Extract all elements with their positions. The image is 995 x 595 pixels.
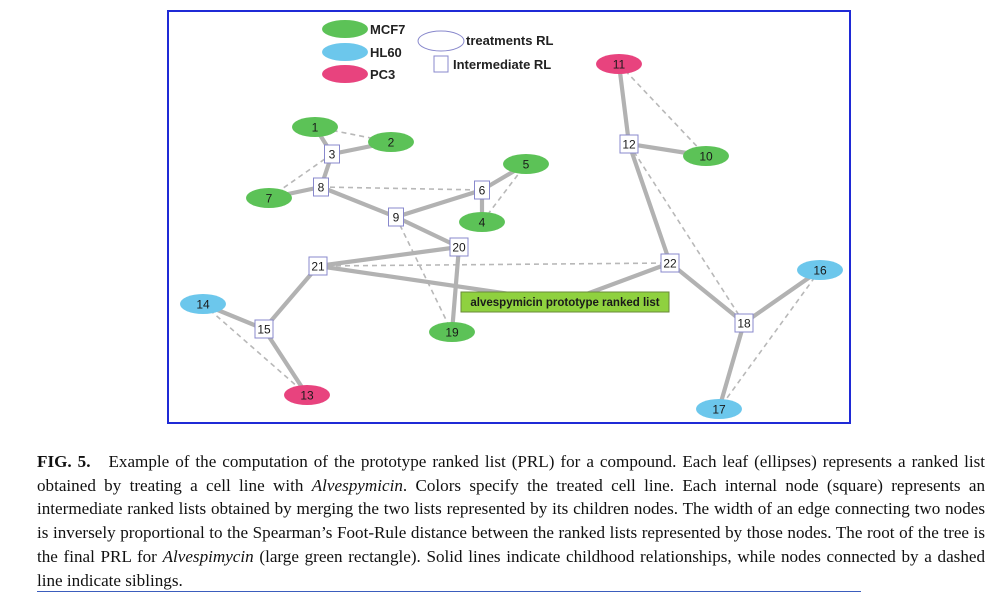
legend-swatch-intermediate [433,55,449,73]
leaf-node-10 [683,146,729,166]
legend-swatch-hl60 [322,43,368,61]
legend-label-pc3: PC3 [370,67,395,82]
leaf-label-16: 16 [813,264,827,278]
sibling-edge-9-19 [395,216,453,333]
child-edges [200,61,823,412]
internal-node-21 [308,256,328,276]
internal-node-15 [254,319,274,339]
internal-label-18: 18 [737,317,751,331]
legend-label-mcf7: MCF7 [370,22,405,37]
child-edge-9-6 [393,187,485,220]
internal-node-9 [388,207,404,227]
root-node [460,291,670,313]
internal-label-6: 6 [479,184,486,198]
internal-label-15: 15 [257,323,271,337]
sibling-edge-14-13 [202,303,308,396]
caption-label: FIG. 5. [37,452,91,471]
child-edge-20-19 [449,244,462,335]
child-edge-18-17 [716,320,747,412]
internal-label-8: 8 [318,181,325,195]
child-edge-22-18 [667,260,747,326]
internal-label-12: 12 [622,138,636,152]
leaf-label-7: 7 [266,192,273,206]
internal-node-8 [313,177,329,197]
internal-node-6 [474,180,490,200]
child-edge-21-15 [261,263,321,332]
caption-text-1: Example of the computation of the protot… [37,452,985,495]
leaf-node-11 [596,54,642,74]
leaf-node-5 [503,154,549,174]
tree-graph: MCF7 HL60 PC3 treatments RL Intermediate… [180,20,843,419]
leaf-node-13 [284,385,330,405]
leaf-label-1: 1 [312,121,319,135]
leaf-label-14: 14 [196,298,210,312]
root-label: alvespymicin prototype ranked list [470,297,659,309]
sibling-edges [202,63,821,410]
internal-node-12 [619,134,639,154]
sibling-edge-21-22 [317,262,671,267]
child-edge-18-16 [741,267,823,326]
internal-label-21: 21 [311,260,325,274]
leaf-label-4: 4 [479,216,486,230]
figure-frame: MCF7 HL60 PC3 treatments RL Intermediate… [167,10,851,424]
legend-label-treatments: treatments RL [466,33,553,48]
leaf-label-13: 13 [300,389,314,403]
leaf-label-11: 11 [613,58,626,72]
leaf-node-19 [429,322,475,342]
internal-label-22: 22 [663,257,677,271]
child-edge-15-13 [261,326,310,398]
leaf-node-2 [368,132,414,152]
child-edge-20-9 [393,214,462,250]
caption-drug-1: Alvespymicin [311,475,403,495]
child-edge-12-11 [616,61,632,147]
leaf-label-19: 19 [445,326,459,340]
sibling-edge-4-5 [481,163,527,223]
internal-label-9: 9 [393,211,400,225]
caption-underline [37,591,861,592]
leaf-node-1 [292,117,338,137]
leaf-label-10: 10 [699,150,713,164]
sibling-edge-16-17 [718,269,821,410]
legend-swatch-mcf7 [322,20,368,38]
internal-node-20 [449,237,469,257]
leaf-label-2: 2 [388,136,395,150]
legend-swatch-pc3 [322,65,368,83]
internal-label-3: 3 [329,148,336,162]
legend-label-hl60: HL60 [370,45,402,60]
leaf-label-17: 17 [712,403,726,417]
child-edge-22-12 [626,141,673,266]
sibling-edge-11-10 [618,63,707,157]
internal-node-3 [324,144,340,164]
child-edge-21-20 [315,244,462,269]
figure-caption: FIG. 5. Example of the computation of th… [37,450,985,592]
sibling-edge-8-6 [320,186,483,191]
caption-text-3: (large green rectangle). Solid lines ind… [37,546,986,590]
internal-node-18 [734,313,754,333]
legend-label-intermediate: Intermediate RL [453,57,551,72]
leaf-node-17 [696,399,742,419]
leaf-node-16 [797,260,843,280]
caption-drug-2: Alvespimycin [162,546,254,566]
leaf-node-4 [459,212,505,232]
legend: MCF7 HL60 PC3 treatments RL Intermediate… [322,20,553,83]
legend-swatch-treatments [417,30,465,52]
leaf-node-14 [180,294,226,314]
caption-text-2: . Colors specify the treated cell line. … [37,475,985,566]
child-edge-9-8 [318,184,399,220]
leaf-node-7 [246,188,292,208]
internal-node-22 [660,253,680,273]
leaf-label-5: 5 [523,158,530,172]
internal-label-20: 20 [452,241,466,255]
